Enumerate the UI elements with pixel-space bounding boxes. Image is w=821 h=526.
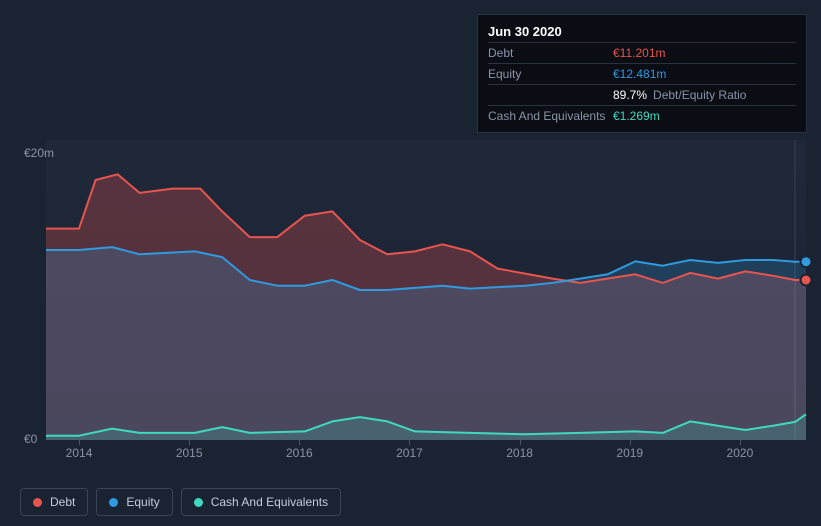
tooltip-row: Cash And Equivalents€1.269m: [488, 105, 796, 126]
x-axis-tick: [79, 440, 80, 445]
x-axis-tick: [409, 440, 410, 445]
legend-dot-icon: [194, 498, 203, 507]
tooltip-label: Cash And Equivalents: [488, 109, 613, 123]
x-axis-label: 2015: [176, 446, 203, 460]
end-marker: [801, 275, 812, 286]
x-axis-tick: [740, 440, 741, 445]
tooltip-label: Debt: [488, 46, 613, 60]
plot-area[interactable]: [46, 140, 806, 440]
tooltip-date: Jun 30 2020: [488, 21, 796, 42]
tooltip-row: 89.7% Debt/Equity Ratio: [488, 84, 796, 105]
x-axis-label: 2018: [506, 446, 533, 460]
tooltip-label: Equity: [488, 67, 613, 81]
legend-item-debt[interactable]: Debt: [20, 488, 88, 516]
x-axis-label: 2014: [66, 446, 93, 460]
x-axis: 2014 2015 2016 2017 2018 2019 2020: [46, 446, 806, 466]
chart-tooltip: Jun 30 2020 Debt€11.201mEquity€12.481m89…: [477, 14, 807, 133]
tooltip-sublabel: Debt/Equity Ratio: [653, 88, 746, 102]
tooltip-value: €1.269m: [613, 109, 660, 123]
legend: Debt Equity Cash And Equivalents: [20, 488, 341, 516]
tooltip-label: [488, 88, 613, 102]
x-axis-label: 2016: [286, 446, 313, 460]
x-axis-tick: [630, 440, 631, 445]
legend-item-equity[interactable]: Equity: [96, 488, 172, 516]
x-axis-tick: [520, 440, 521, 445]
x-axis-label: 2019: [616, 446, 643, 460]
tooltip-row: Debt€11.201m: [488, 42, 796, 63]
legend-label: Cash And Equivalents: [211, 495, 328, 509]
end-marker: [801, 256, 812, 267]
tooltip-value: €11.201m: [613, 46, 665, 60]
tooltip-value: 89.7%: [613, 88, 647, 102]
legend-dot-icon: [109, 498, 118, 507]
y-axis-label: €20m: [24, 146, 54, 160]
legend-dot-icon: [33, 498, 42, 507]
legend-label: Equity: [126, 495, 159, 509]
x-axis-tick: [189, 440, 190, 445]
x-axis-tick: [299, 440, 300, 445]
tooltip-value: €12.481m: [613, 67, 666, 81]
x-axis-label: 2020: [727, 446, 754, 460]
x-axis-label: 2017: [396, 446, 423, 460]
y-axis-label: €0: [24, 432, 37, 446]
legend-label: Debt: [50, 495, 75, 509]
tooltip-row: Equity€12.481m: [488, 63, 796, 84]
legend-item-cash-and-equivalents[interactable]: Cash And Equivalents: [181, 488, 341, 516]
